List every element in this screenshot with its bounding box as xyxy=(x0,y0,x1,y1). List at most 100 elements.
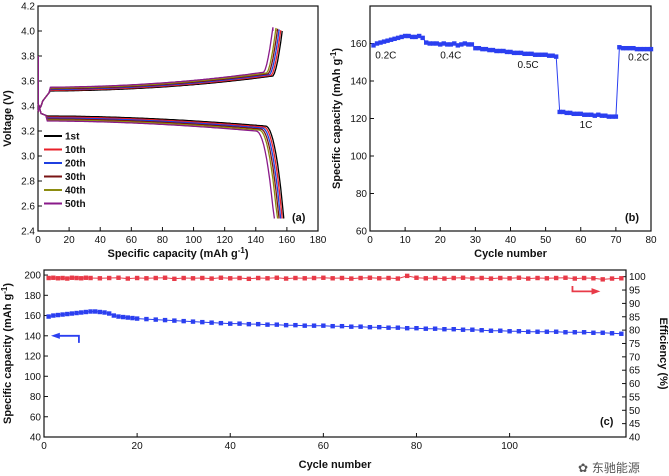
y-right-tick-label: 60 xyxy=(629,379,641,390)
data-point xyxy=(448,42,453,47)
rate-annotation: 1C xyxy=(580,120,593,131)
y-tick-label: 120 xyxy=(350,114,367,125)
data-point xyxy=(438,42,443,47)
discharge-curve-20th xyxy=(37,103,282,219)
data-point xyxy=(392,36,397,42)
data-point xyxy=(153,275,158,281)
discharge-curve-10th xyxy=(37,103,283,219)
data-point xyxy=(544,276,550,281)
x-tick-label: 0 xyxy=(367,235,373,246)
discharge-curve-30th xyxy=(37,103,280,219)
panel-a-voltage-profiles: 0 20 40 60 80 100 120 140 160 180 2.4 2.6 2.8 3.0 3.2 3… xyxy=(2,2,327,261)
data-point xyxy=(79,310,84,315)
data-point xyxy=(377,324,382,330)
data-point xyxy=(488,328,494,333)
data-point xyxy=(311,275,317,281)
data-point xyxy=(529,51,534,57)
x-tick-label: 60 xyxy=(126,235,138,246)
data-point xyxy=(526,276,531,281)
data-point xyxy=(469,42,475,47)
x-tick-label: 80 xyxy=(157,235,169,246)
data-point xyxy=(432,275,438,281)
watermark: ✿ 东驰能源 xyxy=(578,459,640,476)
x-tick-label: 30 xyxy=(470,235,482,246)
data-point xyxy=(432,326,438,331)
left-axis-arrowhead xyxy=(50,332,60,339)
data-point xyxy=(557,109,562,115)
data-point xyxy=(409,34,415,40)
data-point xyxy=(585,112,590,117)
panel-b-rate-capability: 0 10 20 30 40 50 60 70 80 60 80 100 120 140 160 Cycle n… xyxy=(329,5,657,260)
y-left-tick-label: 80 xyxy=(30,392,42,403)
data-point xyxy=(404,325,410,331)
data-point xyxy=(46,275,51,281)
data-point xyxy=(619,331,624,336)
data-point xyxy=(442,327,447,332)
data-point xyxy=(638,46,643,52)
y-left-tick-label: 100 xyxy=(24,372,41,383)
x-axis-label: Cycle number xyxy=(474,248,547,260)
data-point xyxy=(102,310,107,315)
data-point xyxy=(349,324,354,329)
x-tick-label: 100 xyxy=(185,235,202,246)
data-point xyxy=(525,51,531,57)
data-point xyxy=(65,311,70,317)
data-point xyxy=(209,320,214,325)
data-point xyxy=(466,42,471,47)
data-point xyxy=(620,45,626,51)
y-tick-label: 160 xyxy=(350,39,367,50)
data-point xyxy=(144,276,149,281)
data-point xyxy=(508,49,513,55)
data-point xyxy=(381,39,387,44)
y-left-tick-label: 120 xyxy=(24,352,41,363)
y-right-tick-label: 55 xyxy=(629,392,641,403)
data-point xyxy=(414,325,419,331)
x-tick-label: 140 xyxy=(247,235,264,246)
x-tick-label: 60 xyxy=(575,235,587,246)
data-point xyxy=(51,275,56,280)
y-right-tick-label: 80 xyxy=(629,326,641,337)
y-left-tick-label: 160 xyxy=(24,311,41,322)
data-point xyxy=(386,275,391,281)
data-point xyxy=(339,275,345,281)
x-tick-label: 20 xyxy=(132,441,144,452)
data-point xyxy=(507,276,512,281)
data-point xyxy=(648,46,654,52)
data-point xyxy=(516,329,522,334)
discharge-curve-40th xyxy=(37,103,279,219)
data-point xyxy=(563,275,568,280)
data-point xyxy=(293,322,298,328)
data-point xyxy=(46,314,51,319)
data-point xyxy=(416,33,422,39)
y-tick-label: 2.6 xyxy=(21,202,35,213)
data-point xyxy=(516,275,522,280)
x-tick-label: 120 xyxy=(216,235,233,246)
data-point xyxy=(488,276,494,281)
data-point xyxy=(603,113,608,118)
data-point xyxy=(388,37,394,42)
data-point xyxy=(106,275,112,281)
data-point xyxy=(218,320,224,326)
y-right-axis-label: Efficiency (%) xyxy=(657,317,669,389)
data-point xyxy=(414,275,419,280)
data-point xyxy=(553,54,559,59)
y-left-tick-label: 40 xyxy=(30,433,42,444)
data-point xyxy=(283,276,289,281)
rate-annotation: 0.2C xyxy=(628,52,649,63)
data-point xyxy=(120,314,126,320)
right-axis-arrowhead xyxy=(591,288,601,295)
data-point xyxy=(600,330,605,335)
data-point xyxy=(190,276,196,281)
discharge-curve-1st xyxy=(37,103,285,219)
data-point xyxy=(564,110,569,116)
data-point xyxy=(532,52,538,57)
y-right-tick-label: 45 xyxy=(629,419,641,430)
data-point xyxy=(144,316,149,322)
y-tick-label: 140 xyxy=(350,77,367,88)
data-point xyxy=(125,315,131,320)
y-tick-label: 3.0 xyxy=(21,152,35,163)
data-point xyxy=(535,329,540,334)
data-point xyxy=(116,275,121,280)
data-point xyxy=(423,326,428,331)
data-point xyxy=(283,322,289,328)
